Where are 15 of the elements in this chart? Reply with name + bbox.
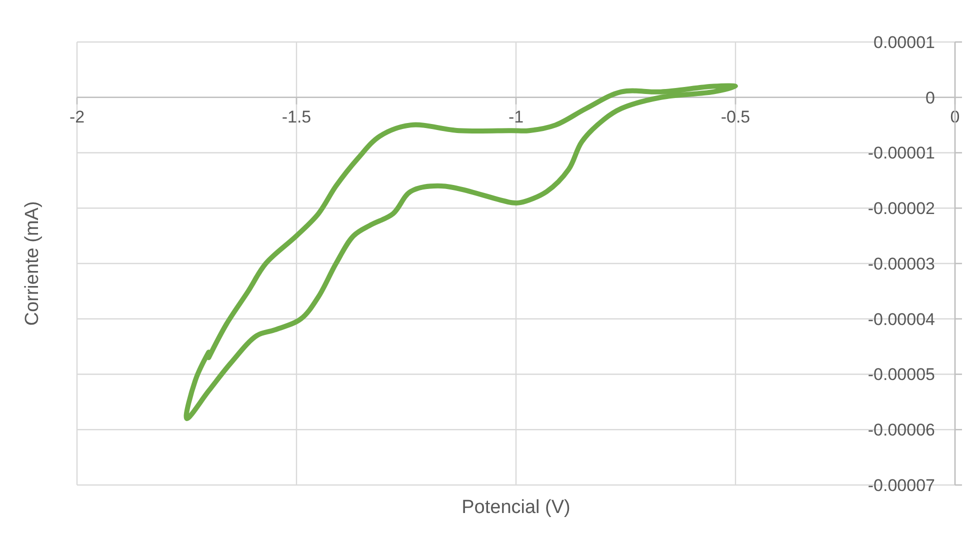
y-tick-label: -0.00003 bbox=[868, 254, 935, 274]
x-tick-label: -2 bbox=[69, 107, 85, 126]
y-tick-label: -0.00004 bbox=[868, 310, 935, 329]
x-axis-title: Potencial (V) bbox=[462, 497, 570, 518]
y-tick-label: -0.00005 bbox=[868, 365, 935, 384]
y-tick-label: -0.00007 bbox=[868, 476, 935, 495]
y-tick-label: 0 bbox=[926, 88, 935, 108]
x-tick-label: -1.5 bbox=[282, 107, 312, 126]
y-axis-title: Corriente (mA) bbox=[22, 201, 43, 326]
y-tick-label: -0.00001 bbox=[868, 144, 935, 163]
x-tick-label: -1 bbox=[508, 107, 524, 126]
x-tick-label: -0.5 bbox=[720, 107, 750, 126]
y-tick-label: -0.00002 bbox=[868, 199, 935, 218]
y-tick-label: 0.00001 bbox=[874, 32, 935, 52]
y-tick-label: -0.00006 bbox=[868, 420, 935, 440]
